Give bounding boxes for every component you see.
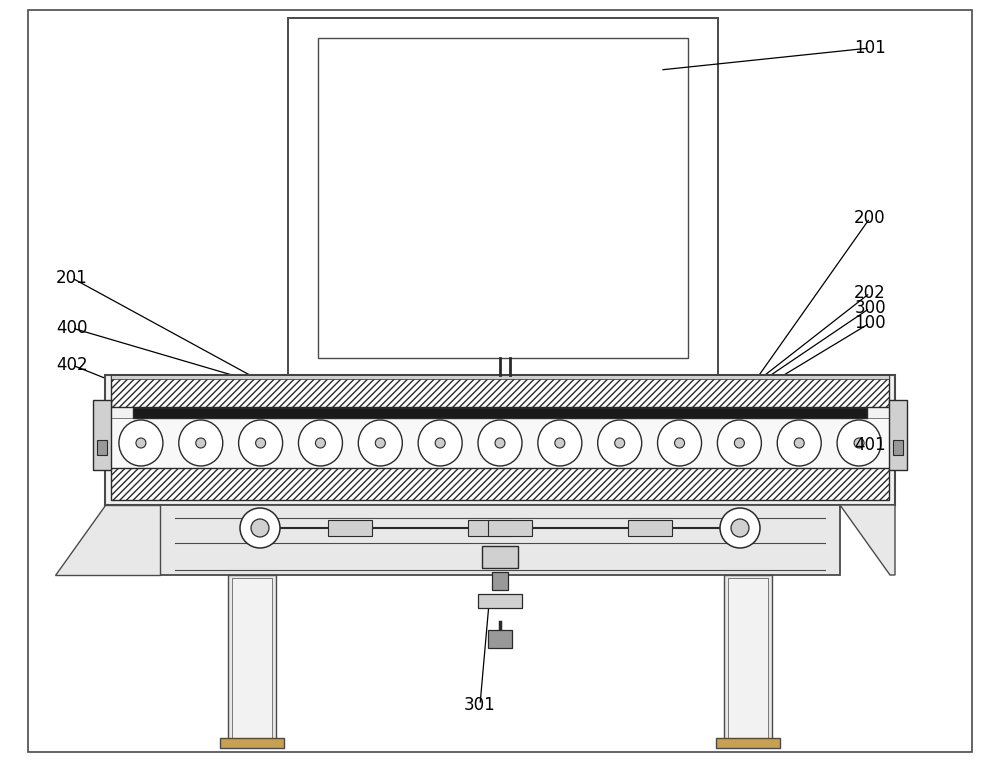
Circle shape [675, 438, 685, 448]
Ellipse shape [658, 420, 702, 466]
Circle shape [136, 438, 146, 448]
Bar [105, 375, 895, 505]
Ellipse shape [119, 420, 163, 466]
Bar [328, 520, 372, 536]
Circle shape [375, 438, 385, 448]
Polygon shape [55, 505, 160, 575]
Bar [724, 575, 772, 740]
Bar [893, 440, 903, 455]
Circle shape [720, 508, 760, 548]
Ellipse shape [837, 420, 881, 466]
Ellipse shape [717, 420, 761, 466]
Bar [228, 575, 276, 740]
Bar [628, 520, 672, 536]
Bar [93, 400, 111, 470]
Ellipse shape [179, 420, 223, 466]
Bar [728, 578, 768, 738]
Bar [111, 418, 889, 468]
Bar [232, 578, 272, 738]
Text: 200: 200 [854, 209, 886, 227]
Bar [488, 630, 512, 648]
Polygon shape [840, 505, 895, 575]
Circle shape [251, 519, 269, 537]
Circle shape [734, 438, 744, 448]
Circle shape [240, 508, 280, 548]
Circle shape [435, 438, 445, 448]
Ellipse shape [298, 420, 342, 466]
Circle shape [495, 438, 505, 448]
Bar [318, 38, 688, 358]
Text: 100: 100 [854, 314, 886, 332]
Circle shape [615, 438, 625, 448]
Text: 201: 201 [56, 269, 88, 287]
Ellipse shape [598, 420, 642, 466]
Bar [889, 400, 907, 470]
Ellipse shape [358, 420, 402, 466]
Circle shape [854, 438, 864, 448]
Bar [492, 572, 508, 590]
Circle shape [555, 438, 565, 448]
Bar [97, 440, 107, 455]
Bar [111, 375, 889, 407]
Circle shape [731, 519, 749, 537]
Bar [468, 520, 512, 536]
Bar [488, 520, 532, 536]
Circle shape [794, 438, 804, 448]
Circle shape [256, 438, 266, 448]
Text: 300: 300 [854, 299, 886, 317]
Circle shape [315, 438, 325, 448]
Bar [133, 408, 867, 418]
Text: 301: 301 [464, 696, 496, 714]
Bar [111, 468, 889, 500]
Text: 202: 202 [854, 284, 886, 302]
Bar [220, 738, 284, 748]
Text: 101: 101 [854, 39, 886, 57]
Bar [478, 594, 522, 608]
Bar [160, 505, 840, 575]
Circle shape [196, 438, 206, 448]
Text: 402: 402 [56, 356, 88, 374]
Ellipse shape [777, 420, 821, 466]
Bar [288, 18, 718, 375]
Ellipse shape [538, 420, 582, 466]
Ellipse shape [239, 420, 283, 466]
Bar [716, 738, 780, 748]
Bar [482, 546, 518, 568]
Text: 400: 400 [56, 319, 88, 337]
Ellipse shape [418, 420, 462, 466]
Bar [111, 375, 889, 379]
Ellipse shape [478, 420, 522, 466]
Text: 401: 401 [854, 436, 886, 454]
